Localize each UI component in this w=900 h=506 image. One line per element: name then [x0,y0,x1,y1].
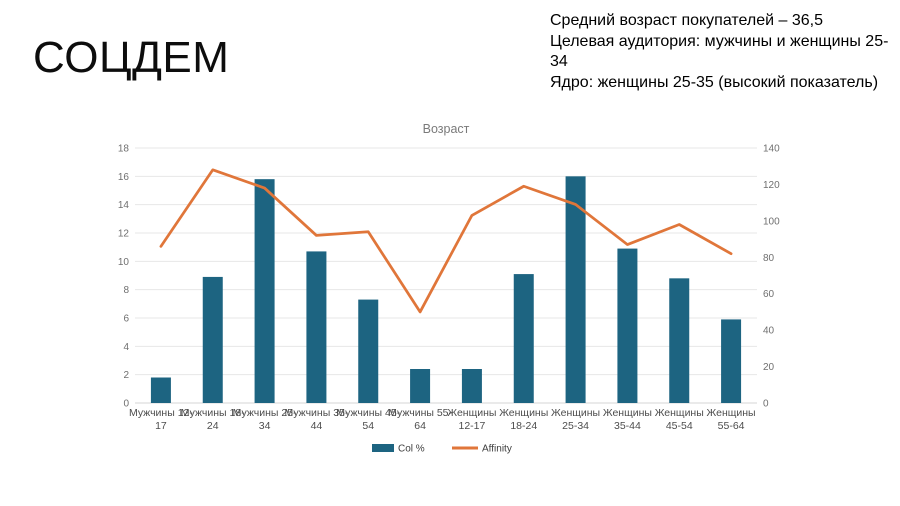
x-axis-label: 12-17 [458,420,485,432]
bar-Женщины 35-44 [617,248,638,403]
x-axis-label: Мужчины 18- [181,407,245,419]
left-axis-tick-label: 14 [118,200,130,211]
x-axis-label: Женщины [707,407,756,419]
bar-Женщины 25-34 [565,176,586,403]
x-axis-label: 45-54 [666,420,693,432]
bar-Мужчины 55-64 [410,369,431,403]
affinity-line [159,168,733,314]
left-axis-tick-label: 6 [123,314,129,325]
bar-Женщины 55-64 [721,319,742,403]
x-axis-label: Женщины [499,407,548,419]
right-axis-tick-label: 140 [763,144,780,155]
x-axis-label: Женщины [447,407,496,419]
x-axis-label: Мужчины 25- [233,407,297,419]
bar-Женщины 45-54 [669,278,690,403]
x-axis-label: Мужчины 12- [129,407,193,419]
right-axis-tick-label: 20 [763,362,775,373]
right-axis-tick-label: 100 [763,216,780,227]
age-chart: Возраст 0 2 4 6 8 10 12 14 16 18 0 20 40 60 80 100 120 140… [85,112,805,462]
x-axis-label: Женщины [603,407,652,419]
x-axis-label: 24 [207,420,219,432]
legend-line-label: Affinity [482,444,512,455]
bar-Мужчины 12-17 [150,377,171,403]
x-axis-label: 18-24 [510,420,537,432]
left-axis-tick-label: 16 [118,172,130,183]
x-axis-label: 44 [311,420,323,432]
page-title: СОЦДЕМ [33,33,230,82]
x-axis-label: 64 [414,420,426,432]
x-axis-label: 25-34 [562,420,589,432]
x-axis-label: 55-64 [718,420,745,432]
left-axis-tick-label: 18 [118,144,130,155]
bar-Мужчины 45-54 [358,299,379,403]
summary-line-target-audience: Целевая аудитория: мужчины и женщины 25-… [550,32,889,71]
right-axis-tick-label: 120 [763,180,780,191]
left-axis-tick-label: 10 [118,257,130,268]
x-axis-label: 54 [362,420,374,432]
right-axis-tick-label: 0 [763,399,769,410]
right-axis-tick-label: 40 [763,326,775,337]
x-axis-label: Мужчины 45- [336,407,400,419]
legend-bar-label: Col % [398,444,425,455]
bar-Женщины 18-24 [513,274,534,403]
legend-bar-swatch [372,444,394,452]
chart-title: Возраст [423,122,470,136]
left-axis-tick-label: 12 [118,229,130,240]
x-axis-label: 17 [155,420,167,432]
bar-Мужчины 18-24 [202,276,223,403]
bar-Женщины 12-17 [461,369,482,403]
left-axis-tick-label: 0 [123,399,129,410]
left-axis-tick-label: 4 [123,342,129,353]
summary-line-avg-age: Средний возраст покупателей – 36,5 [550,12,824,29]
audience-summary: Средний возраст покупателей – 36,5 Целев… [550,11,890,93]
x-axis-label: Мужчины 55- [388,407,452,419]
left-axis-tick-label: 8 [123,285,129,296]
x-axis-label: 35-44 [614,420,641,432]
left-axis-tick-label: 2 [123,370,129,381]
bar-Мужчины 25-34 [254,179,275,403]
right-axis-tick-label: 60 [763,289,775,300]
age-chart-canvas: Возраст024681012141618020406080100120140… [118,122,780,455]
summary-line-core: Ядро: женщины 25-35 (высокий показатель) [550,73,879,91]
x-axis-label: Женщины [655,407,704,419]
bar-Мужчины 35-44 [306,251,327,403]
right-axis-tick-label: 80 [763,253,775,264]
x-axis-label: Женщины [551,407,600,419]
legend-line-swatch [452,446,478,450]
x-axis-label: Мужчины 35- [284,407,348,419]
x-axis-label: 34 [259,420,271,432]
